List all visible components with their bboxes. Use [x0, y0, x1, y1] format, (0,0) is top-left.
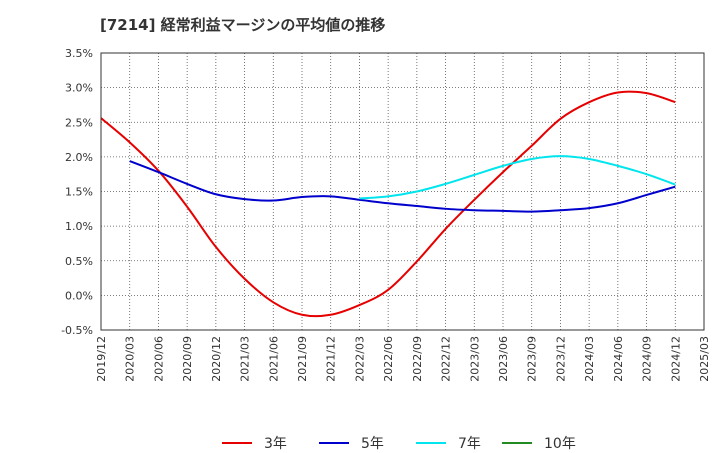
x-tick-label: 2024/12 [669, 336, 682, 382]
x-tick-label: 2022/03 [353, 336, 366, 382]
x-tick-label: 2020/03 [124, 336, 137, 382]
y-tick-label: 1.5% [65, 186, 93, 199]
x-tick-label: 2023/06 [497, 336, 510, 382]
x-tick-label: 2021/06 [267, 336, 280, 382]
y-tick-label: 2.5% [65, 116, 93, 129]
x-tick-label: 2022/06 [382, 336, 395, 382]
x-tick-label: 2023/12 [554, 336, 567, 382]
x-tick-label: 2021/12 [325, 336, 338, 382]
x-tick-label: 2021/03 [239, 336, 252, 382]
x-tick-label: 2021/09 [296, 336, 309, 382]
y-tick-label: 3.5% [65, 47, 93, 60]
x-tick-label: 2020/09 [181, 336, 194, 382]
x-tick-label: 2023/03 [468, 336, 481, 382]
x-tick-label: 2019/12 [95, 336, 108, 382]
chart-title: [7214] 経常利益マージンの平均値の推移 [100, 16, 386, 34]
x-tick-label: 2020/12 [210, 336, 223, 382]
x-tick-label: 2023/09 [526, 336, 539, 382]
x-tick-label: 2024/06 [612, 336, 625, 382]
y-tick-label: 3.0% [65, 82, 93, 95]
y-tick-label: 0.0% [65, 289, 93, 302]
x-tick-label: 2022/09 [411, 336, 424, 382]
series-line-7年 [359, 155, 676, 200]
x-tick-label: 2020/06 [152, 336, 165, 382]
y-tick-label: 0.5% [65, 255, 93, 268]
line-chart: -0.5% 0.0% 0.5% 1.0% 1.5% 2.0% 2.5% 3.0% 3.5% 20… [61, 47, 711, 382]
x-tick-label: 2022/12 [440, 336, 453, 382]
x-tick-label: 2024/03 [583, 336, 596, 382]
y-tick-label: 1.0% [65, 220, 93, 233]
x-tick-label: 2024/09 [641, 336, 654, 382]
legend-swatch [319, 442, 349, 444]
plot-frame [100, 52, 705, 331]
x-tick-label: 2025/03 [698, 336, 711, 382]
y-tick-label: -0.5% [61, 324, 93, 337]
series-line-5年 [129, 160, 676, 213]
y-tick-label: 2.0% [65, 151, 93, 164]
legend-swatch [416, 442, 446, 444]
series-line-3年 [100, 90, 676, 318]
legend-swatch [502, 442, 532, 444]
legend-swatch [222, 442, 252, 444]
